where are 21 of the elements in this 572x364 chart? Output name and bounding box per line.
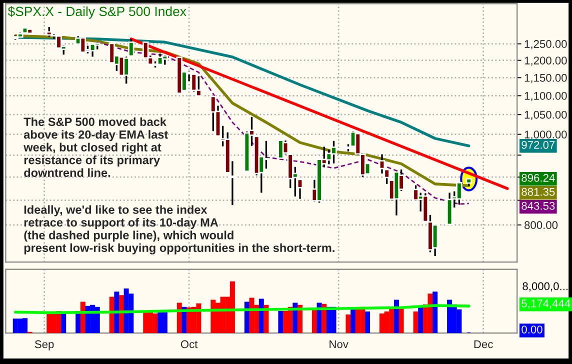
x-tick-label: Dec <box>474 340 493 348</box>
annotation: Ideally, we'd like to see the index retrace to support of its 10-day MA (the dashed purple line), which would present low-risk buying opportunities in the short-term. <box>24 205 334 254</box>
text: 5,174,444 <box>522 300 570 309</box>
y-tick-label: 1,150.00 <box>524 74 567 84</box>
text: 8,000,0... <box>522 282 568 292</box>
text: 972.07 <box>522 140 555 149</box>
y-tick-label: 1,200.00 <box>524 56 567 66</box>
y-tick-label: 800.00 <box>524 221 558 230</box>
chart-title: $SPX.X - Daily S&P 500 Index <box>8 6 186 19</box>
y-tick-label: 1,250.00 <box>524 40 567 50</box>
x-tick-label: Oct <box>180 340 198 348</box>
text: 896.24 <box>522 174 555 182</box>
y-tick-label: 1,050.00 <box>524 110 567 120</box>
annotation: The S&P 500 moved back above its 20-day EMA last week, but closed right at resistance of its primary downtrend line. <box>24 117 168 177</box>
x-tick-label: Nov <box>330 340 348 348</box>
text: 843.53 <box>522 202 555 210</box>
x-tick-label: Sep <box>34 340 54 350</box>
text: 0.00 <box>522 326 542 334</box>
y-tick-label: 1,100.00 <box>524 92 567 102</box>
y-tick-label: 1,000.00 <box>524 130 567 140</box>
text: 881.35 <box>522 188 555 196</box>
